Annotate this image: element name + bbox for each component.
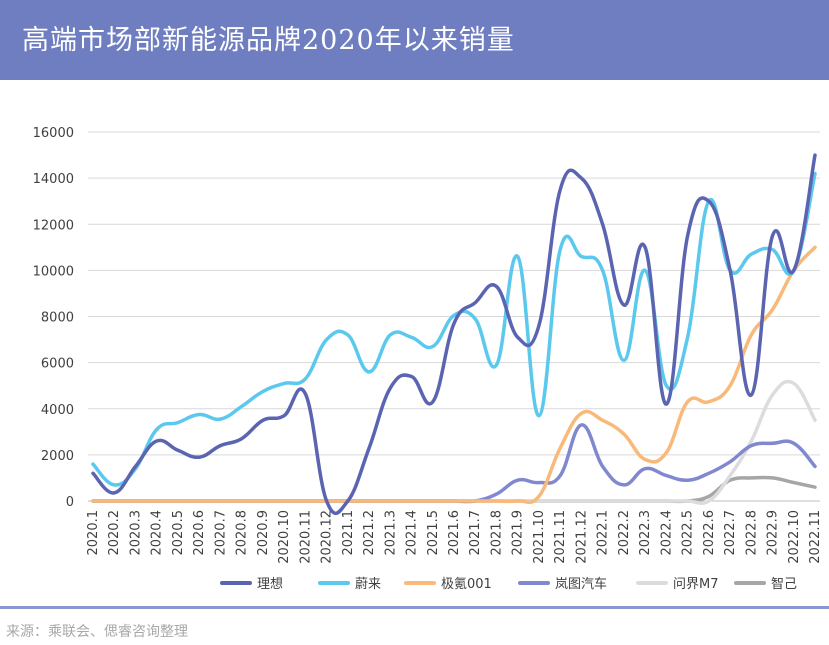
x-tick-label: 2022.5 xyxy=(681,510,696,556)
x-tick-label: 2021.11 xyxy=(553,510,568,564)
legend-label: 智己 xyxy=(771,577,797,592)
y-axis-ticks: 0 2000 4000 6000 8000 10000 12000 14000 16000 xyxy=(33,126,74,510)
line-chart: 0 2000 4000 6000 8000 10000 12000 14000 16000 20… xyxy=(33,126,823,592)
page-title: 高端市场部新能源品牌2020年以来销量 xyxy=(22,25,515,56)
x-tick-label: 2020.9 xyxy=(256,510,271,556)
y-tick-label: 12000 xyxy=(33,218,74,233)
y-tick-label: 2000 xyxy=(41,449,74,464)
x-tick-label: 2022.7 xyxy=(723,510,738,556)
x-tick-label: 2022.4 xyxy=(659,510,674,556)
x-tick-label: 2020.11 xyxy=(298,510,313,564)
x-tick-label: 2021.8 xyxy=(489,510,504,556)
x-tick-label: 2020.2 xyxy=(107,510,122,556)
x-tick-label: 2020.4 xyxy=(150,510,165,556)
x-tick-label: 2022.1 xyxy=(596,510,611,556)
legend-label: 理想 xyxy=(257,576,283,592)
y-tick-label: 4000 xyxy=(41,403,74,418)
y-tick-label: 14000 xyxy=(33,172,74,187)
x-tick-label: 2022.11 xyxy=(808,510,823,564)
x-tick-label: 2020.10 xyxy=(277,510,292,564)
header-banner: 高端市场部新能源品牌2020年以来销量 xyxy=(0,0,829,80)
legend-label: 蔚来 xyxy=(355,577,381,592)
x-tick-label: 2020.6 xyxy=(192,510,207,556)
legend: 理想 蔚来 极氪001 岚图汽车 问界M7 智己 xyxy=(220,576,797,592)
legend-label: 问界M7 xyxy=(673,577,719,592)
y-tick-label: 16000 xyxy=(33,126,74,141)
x-tick-label: 2020.12 xyxy=(320,510,335,564)
x-tick-label: 2021.2 xyxy=(362,510,377,556)
series-line-4 xyxy=(91,379,817,505)
series-lines xyxy=(91,153,817,515)
series-line-0 xyxy=(91,153,817,515)
x-tick-label: 2021.6 xyxy=(447,510,462,556)
series-line-5 xyxy=(91,475,817,504)
source-note: 来源：乘联会、偲睿咨询整理 xyxy=(6,624,188,640)
x-tick-label: 2021.1 xyxy=(341,510,356,556)
series-line-3 xyxy=(91,423,817,504)
x-tick-label: 2022.3 xyxy=(638,510,653,556)
x-tick-label: 2021.12 xyxy=(574,510,589,564)
series-line-2 xyxy=(91,245,817,505)
x-tick-label: 2020.7 xyxy=(213,510,228,556)
y-tick-label: 10000 xyxy=(33,264,74,279)
x-tick-label: 2022.10 xyxy=(787,510,802,564)
x-tick-label: 2021.7 xyxy=(468,510,483,556)
series-line-1 xyxy=(91,171,817,487)
y-tick-label: 8000 xyxy=(41,311,74,326)
x-tick-label: 2021.5 xyxy=(426,510,441,556)
x-tick-label: 2022.2 xyxy=(617,510,632,556)
y-tick-label: 0 xyxy=(66,495,74,510)
x-tick-label: 2020.3 xyxy=(128,510,143,556)
x-tick-label: 2021.10 xyxy=(532,510,547,564)
x-tick-label: 2022.8 xyxy=(744,510,759,556)
footer-divider xyxy=(0,606,829,609)
x-tick-label: 2021.9 xyxy=(511,510,526,556)
legend-label: 岚图汽车 xyxy=(555,576,607,592)
y-tick-label: 6000 xyxy=(41,357,74,372)
x-tick-label: 2022.9 xyxy=(766,510,781,556)
x-tick-label: 2021.4 xyxy=(405,510,420,556)
x-tick-label: 2020.1 xyxy=(86,510,101,556)
x-tick-label: 2020.5 xyxy=(171,510,186,556)
x-tick-label: 2021.3 xyxy=(383,510,398,556)
x-axis-ticks: 2020.1 2020.2 2020.3 2020.4 2020.5 2020.6 2020… xyxy=(86,510,823,564)
x-tick-label: 2020.8 xyxy=(235,510,250,556)
x-tick-label: 2022.6 xyxy=(702,510,717,556)
legend-label: 极氪001 xyxy=(441,576,492,592)
